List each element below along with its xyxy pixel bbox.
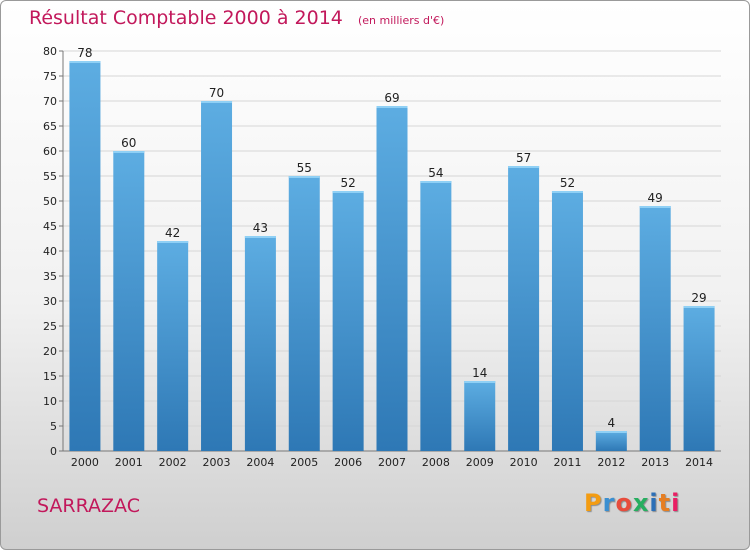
bar-highlight — [420, 181, 452, 183]
y-tick-label: 5 — [50, 420, 57, 433]
x-tick-label: 2013 — [641, 456, 669, 469]
x-tick-label: 2003 — [203, 456, 231, 469]
x-tick-label: 2001 — [115, 456, 143, 469]
x-tick-label: 2011 — [553, 456, 581, 469]
bar-highlight — [683, 306, 715, 308]
data-label: 52 — [560, 176, 575, 190]
data-label: 78 — [77, 46, 92, 60]
x-tick-label: 2004 — [246, 456, 274, 469]
bar-highlight — [639, 206, 671, 208]
chart-subtitle: (en milliers d'€) — [357, 14, 445, 27]
bar-highlight — [157, 241, 189, 243]
bar-2002 — [157, 241, 189, 451]
y-tick-label: 55 — [43, 170, 57, 183]
labels: 0 5 10 15 20 25 30 35 40 45 50 55 60 65 70 75 80 78 2000 60… — [43, 45, 713, 469]
y-tick-label: 15 — [43, 370, 57, 383]
y-tick-label: 45 — [43, 220, 57, 233]
data-label: 43 — [253, 221, 268, 235]
bar-2010 — [508, 166, 540, 451]
y-tick-label: 20 — [43, 345, 57, 358]
data-label: 49 — [648, 191, 663, 205]
data-label: 29 — [691, 291, 706, 305]
commune-name: SARRAZAC — [37, 495, 140, 517]
bar-2005 — [288, 176, 320, 451]
bar-highlight — [376, 106, 408, 108]
bar-highlight — [508, 166, 540, 168]
y-tick-label: 60 — [43, 145, 57, 158]
data-label: 69 — [384, 91, 399, 105]
x-tick-label: 2014 — [685, 456, 713, 469]
x-tick-label: 2012 — [597, 456, 625, 469]
data-label: 70 — [209, 86, 224, 100]
x-tick-label: 2009 — [466, 456, 494, 469]
bar-highlight — [551, 191, 583, 193]
bar-2001 — [113, 151, 145, 451]
bar-highlight — [464, 381, 496, 383]
logo-letter: i — [671, 489, 681, 517]
bar-2003 — [201, 101, 233, 451]
bar-2004 — [244, 236, 276, 451]
y-tick-label: 0 — [50, 445, 57, 458]
y-tick-label: 75 — [43, 70, 57, 83]
bar-2007 — [376, 106, 408, 451]
logo-letter: r — [602, 489, 616, 517]
bar-highlight — [113, 151, 145, 153]
bar-highlight — [69, 61, 101, 63]
data-label: 54 — [428, 166, 443, 180]
data-label: 55 — [297, 161, 312, 175]
x-tick-label: 2002 — [159, 456, 187, 469]
y-tick-label: 30 — [43, 295, 57, 308]
bar-2000 — [69, 61, 101, 451]
x-tick-label: 2007 — [378, 456, 406, 469]
bar-2012 — [595, 431, 627, 451]
y-tick-label: 10 — [43, 395, 57, 408]
y-tick-label: 25 — [43, 320, 57, 333]
bar-2008 — [420, 181, 452, 451]
x-tick-label: 2006 — [334, 456, 362, 469]
x-tick-label: 2010 — [510, 456, 538, 469]
bar-highlight — [595, 431, 627, 433]
logo-letter: x — [632, 489, 650, 517]
x-tick-label: 2005 — [290, 456, 318, 469]
data-label: 4 — [608, 416, 616, 430]
bar-2006 — [332, 191, 364, 451]
logo-letter: o — [615, 489, 633, 517]
bar-highlight — [332, 191, 364, 193]
x-tick-label: 2000 — [71, 456, 99, 469]
y-tick-label: 70 — [43, 95, 57, 108]
bar-2013 — [639, 206, 671, 451]
proxiti-logo: Proxiti — [584, 489, 680, 517]
y-tick-label: 65 — [43, 120, 57, 133]
data-label: 60 — [121, 136, 136, 150]
logo-letter: P — [584, 489, 603, 517]
chart-title: Résultat Comptable 2000 à 2014 — [29, 7, 343, 29]
data-label: 14 — [472, 366, 487, 380]
bar-highlight — [288, 176, 320, 178]
bar-highlight — [201, 101, 233, 103]
title-block: Résultat Comptable 2000 à 2014 (en milli… — [29, 7, 444, 29]
data-label: 52 — [340, 176, 355, 190]
bar-highlight — [244, 236, 276, 238]
data-label: 42 — [165, 226, 180, 240]
bar-2011 — [551, 191, 583, 451]
y-tick-label: 80 — [43, 45, 57, 58]
y-tick-label: 40 — [43, 245, 57, 258]
bar-2009 — [464, 381, 496, 451]
logo-letter: t — [658, 489, 672, 517]
y-tick-label: 50 — [43, 195, 57, 208]
bar-2014 — [683, 306, 715, 451]
x-tick-label: 2008 — [422, 456, 450, 469]
logo-letter: i — [649, 489, 659, 517]
y-tick-label: 35 — [43, 270, 57, 283]
data-label: 57 — [516, 151, 531, 165]
bars — [69, 61, 715, 451]
